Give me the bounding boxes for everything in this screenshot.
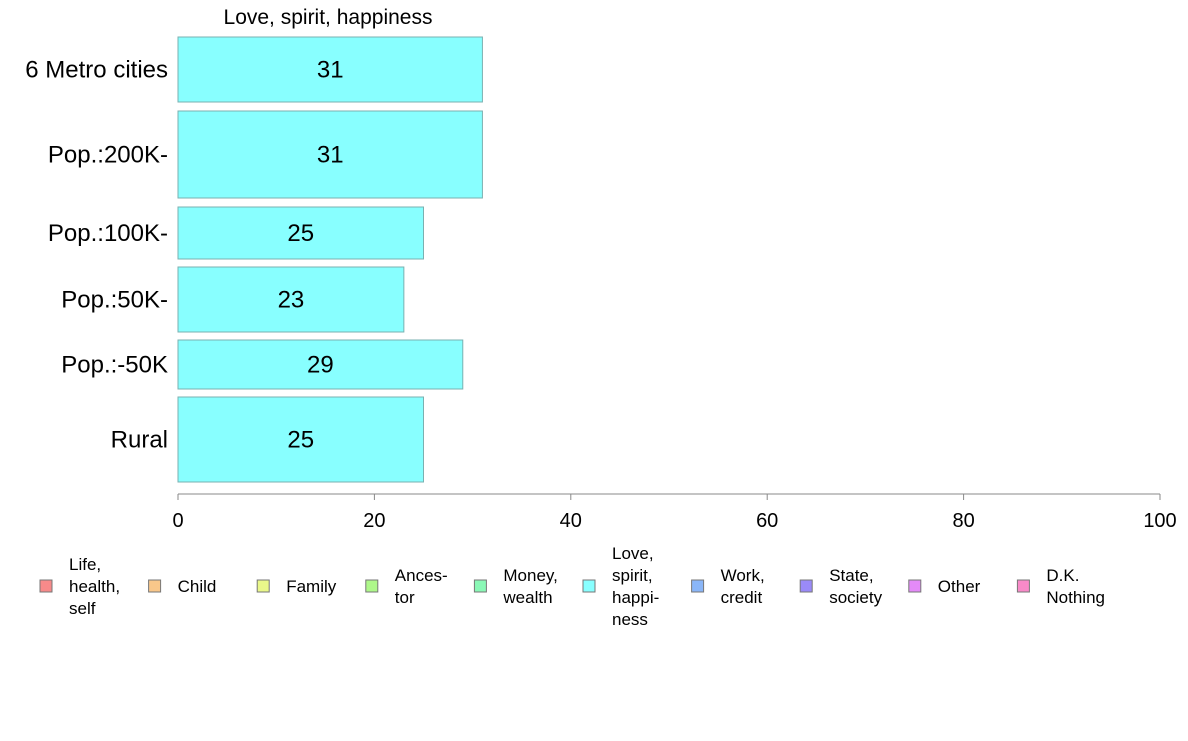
legend-swatch: [691, 579, 705, 593]
bar: [177, 110, 483, 199]
legend-item: D.K. Nothing: [1016, 566, 1105, 607]
legend-item: Work, credit: [691, 566, 765, 607]
legend-label: wealth: [502, 588, 552, 607]
legend-label: credit: [721, 588, 763, 607]
legend-label: Ances-: [395, 566, 448, 585]
x-tick-label: 40: [560, 510, 582, 532]
legend-item: State, society: [799, 566, 883, 607]
legend: Life, health, self Child Family Ances-tor Mone…: [39, 544, 1105, 629]
legend-swatch: [148, 579, 162, 593]
x-tick-label: 60: [756, 510, 778, 532]
legend-label: D.K.: [1046, 566, 1079, 585]
legend-label: Family: [286, 577, 337, 596]
legend-swatch: [908, 579, 922, 593]
bar-value-label: 31: [317, 57, 344, 84]
legend-item: Family: [256, 577, 337, 596]
category-label: Pop.:50K-: [61, 287, 168, 314]
legend-label: ness: [612, 610, 648, 629]
legend-swatch: [1016, 579, 1030, 593]
legend-swatch: [582, 579, 596, 593]
legend-item: Life, health, self: [39, 555, 120, 618]
x-axis: 0 20 40 60 80 100: [172, 493, 1177, 532]
category-label: Rural: [111, 427, 168, 454]
legend-item: Other: [908, 577, 981, 596]
legend-swatch: [39, 579, 53, 593]
bars-group: 6 Metro cities 31 Pop.:200K- 31 Pop.:100K- 25…: [25, 36, 483, 483]
legend-swatch: [473, 579, 487, 593]
legend-swatch: [365, 579, 379, 593]
bar: [177, 396, 424, 483]
legend-swatch: [256, 579, 270, 593]
bar-value-label: 31: [317, 142, 344, 169]
bar: [177, 339, 464, 390]
x-tick-label: 80: [952, 510, 974, 532]
bar: [177, 206, 424, 260]
legend-label: health,: [69, 577, 120, 596]
bar: [177, 36, 483, 103]
legend-label: Nothing: [1046, 588, 1105, 607]
legend-label: State,: [829, 566, 873, 585]
legend-label: self: [69, 599, 96, 618]
category-label: 6 Metro cities: [25, 57, 168, 84]
bar-value-label: 25: [287, 427, 314, 454]
legend-item: Child: [148, 577, 217, 596]
legend-item: Money, wealth: [473, 566, 558, 607]
legend-label: tor: [395, 588, 415, 607]
category-label: Pop.:100K-: [48, 220, 168, 247]
legend-label: Love,: [612, 544, 654, 563]
x-tick-label: 0: [172, 510, 183, 532]
legend-label: Child: [178, 577, 217, 596]
x-tick-label: 100: [1143, 510, 1176, 532]
legend-label: Life,: [69, 555, 101, 574]
category-label: Pop.:-50K: [61, 352, 168, 379]
chart-title: Love, spirit, happiness: [224, 6, 433, 29]
legend-item: Love, spirit, happi-ness: [582, 544, 659, 629]
legend-label: Money,: [503, 566, 558, 585]
legend-label: spirit,: [612, 566, 653, 585]
bar-value-label: 25: [287, 220, 314, 247]
legend-swatch: [799, 579, 813, 593]
legend-label: Work,: [721, 566, 765, 585]
bar: [177, 266, 405, 333]
legend-label: Other: [938, 577, 981, 596]
bar-value-label: 29: [307, 352, 334, 379]
category-label: Pop.:200K-: [48, 142, 168, 169]
legend-label: society: [829, 588, 882, 607]
legend-item: Ances-tor: [365, 566, 448, 607]
legend-label: happi-: [612, 588, 659, 607]
bar-value-label: 23: [278, 287, 305, 314]
x-tick-label: 20: [363, 510, 385, 532]
